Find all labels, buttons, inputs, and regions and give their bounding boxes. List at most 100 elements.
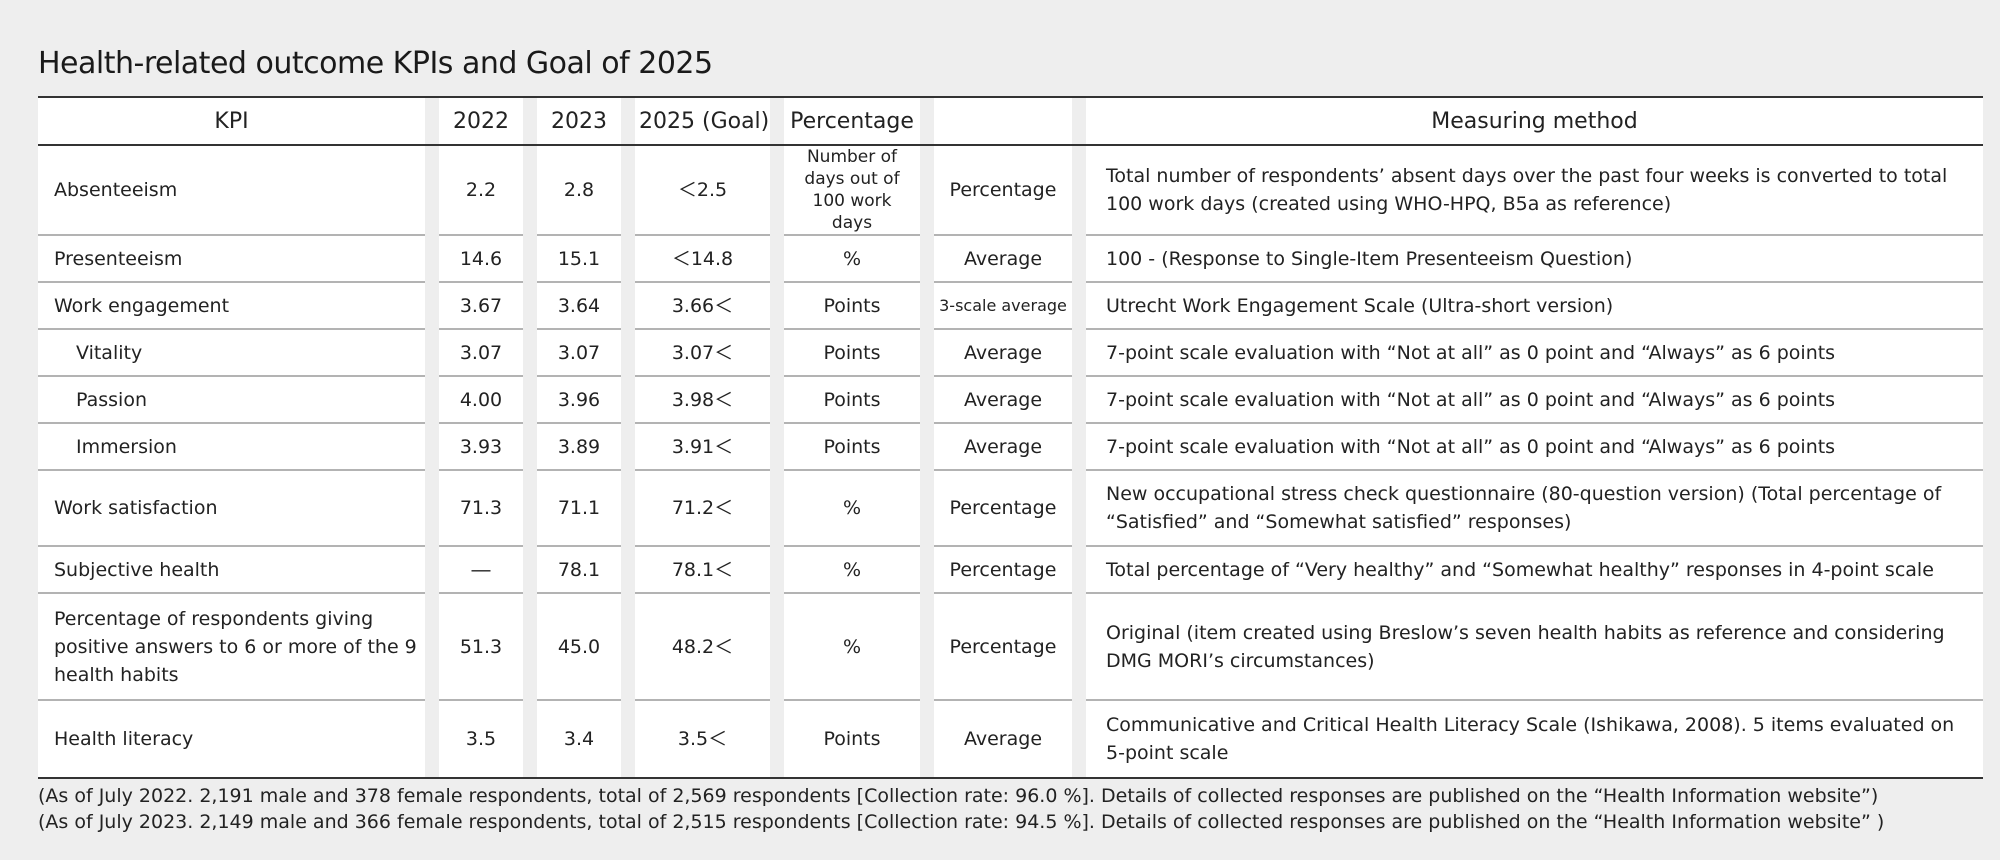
method-cell: 7-point scale evaluation with “Not at al… (1086, 423, 1983, 471)
column-gap (523, 145, 537, 235)
column-gap (770, 235, 784, 282)
column-gap (770, 145, 784, 235)
column-gap (770, 470, 784, 546)
kpi-cell: Presenteeism (38, 235, 425, 283)
measure-cell: Average (934, 329, 1072, 377)
value-2023-cell: 2.8 (537, 145, 621, 236)
column-gap (920, 593, 934, 700)
method-cell: 7-point scale evaluation with “Not at al… (1086, 329, 1983, 377)
column-gap (770, 96, 784, 146)
header-unit: Percentage (784, 96, 920, 146)
column-gap (621, 282, 635, 329)
column-gap (1072, 546, 1086, 593)
kpi-cell: Work engagement (38, 282, 425, 330)
kpi-cell: Absenteeism (38, 145, 425, 236)
unit-cell: % (784, 235, 920, 283)
kpi-table: KPI 2022 2023 2025 (Goal) Percentage Mea… (38, 96, 1983, 779)
column-gap (523, 96, 537, 146)
kpi-cell: Percentage of respondents giving positiv… (38, 593, 425, 701)
column-gap (523, 329, 537, 376)
value-2023-cell: 3.89 (537, 423, 621, 471)
column-gap (621, 423, 635, 470)
goal-cell: 78.1＜ (635, 546, 770, 594)
measure-cell: Average (934, 235, 1072, 283)
table-row: Presenteeism 14.6 15.1 ＜14.8 % Average 1… (38, 235, 1983, 283)
column-gap (621, 470, 635, 546)
column-gap (920, 470, 934, 546)
value-2023-cell: 3.07 (537, 329, 621, 377)
column-gap (621, 376, 635, 423)
column-gap (425, 470, 439, 546)
table-row: Subjective health ― 78.1 78.1＜ % Percent… (38, 546, 1983, 594)
measure-cell: 3-scale average (934, 282, 1072, 330)
table-row: Immersion 3.93 3.89 3.91＜ Points Average… (38, 423, 1983, 471)
column-gap (1072, 282, 1086, 329)
value-2022-cell: 2.2 (439, 145, 523, 236)
column-gap (523, 470, 537, 546)
table-row: Vitality 3.07 3.07 3.07＜ Points Average … (38, 329, 1983, 377)
column-gap (621, 700, 635, 779)
table-row: Health literacy 3.5 3.4 3.5＜ Points Aver… (38, 700, 1983, 779)
table-row: Absenteeism 2.2 2.8 ＜2.5 Number of days … (38, 145, 1983, 236)
column-gap (621, 235, 635, 282)
value-2022-cell: ― (439, 546, 523, 594)
value-2022-cell: 3.67 (439, 282, 523, 330)
column-gap (523, 700, 537, 779)
measure-cell: Percentage (934, 145, 1072, 236)
column-gap (770, 329, 784, 376)
method-cell: New occupational stress check questionna… (1086, 470, 1983, 547)
unit-cell: % (784, 593, 920, 701)
goal-cell: 3.07＜ (635, 329, 770, 377)
kpi-cell: Work satisfaction (38, 470, 425, 547)
column-gap (425, 96, 439, 146)
method-cell: 100 - (Response to Single-Item Presentee… (1086, 235, 1983, 283)
column-gap (920, 546, 934, 593)
column-gap (425, 376, 439, 423)
value-2023-cell: 3.96 (537, 376, 621, 424)
unit-cell: % (784, 546, 920, 594)
measure-cell: Average (934, 700, 1072, 779)
table-row: Work engagement 3.67 3.64 3.66＜ Points 3… (38, 282, 1983, 330)
measure-cell: Percentage (934, 546, 1072, 594)
header-goal: 2025 (Goal) (635, 96, 770, 146)
column-gap (1072, 235, 1086, 282)
footnote-2022: (As of July 2022. 2,191 male and 378 fem… (38, 785, 1879, 807)
column-gap (1072, 145, 1086, 235)
column-gap (770, 376, 784, 423)
unit-cell: Points (784, 423, 920, 471)
table-row: Passion 4.00 3.96 3.98＜ Points Average 7… (38, 376, 1983, 424)
unit-cell: Points (784, 282, 920, 330)
goal-cell: 3.5＜ (635, 700, 770, 779)
column-gap (920, 96, 934, 146)
column-gap (770, 593, 784, 700)
kpi-cell: Vitality (38, 329, 425, 377)
column-gap (920, 329, 934, 376)
footnote-2023: (As of July 2023. 2,149 male and 366 fem… (38, 811, 1885, 833)
column-gap (621, 329, 635, 376)
method-cell: Total percentage of “Very healthy” and “… (1086, 546, 1983, 594)
column-gap (425, 235, 439, 282)
kpi-cell: Health literacy (38, 700, 425, 779)
value-2022-cell: 3.5 (439, 700, 523, 779)
column-gap (1072, 470, 1086, 546)
goal-cell: ＜14.8 (635, 235, 770, 283)
header-kpi: KPI (38, 96, 425, 146)
column-gap (1072, 96, 1086, 146)
column-gap (621, 546, 635, 593)
column-gap (920, 235, 934, 282)
header-method: Measuring method (1086, 96, 1983, 146)
method-cell: Original (item created using Breslow’s s… (1086, 593, 1983, 701)
header-measure (934, 96, 1072, 146)
unit-cell: Points (784, 700, 920, 779)
column-gap (920, 376, 934, 423)
column-gap (523, 235, 537, 282)
page-title: Health-related outcome KPIs and Goal of … (38, 46, 713, 81)
column-gap (920, 423, 934, 470)
value-2022-cell: 4.00 (439, 376, 523, 424)
column-gap (1072, 423, 1086, 470)
header-2023: 2023 (537, 96, 621, 146)
column-gap (425, 282, 439, 329)
kpi-cell: Passion (38, 376, 425, 424)
measure-cell: Average (934, 376, 1072, 424)
value-2022-cell: 3.07 (439, 329, 523, 377)
